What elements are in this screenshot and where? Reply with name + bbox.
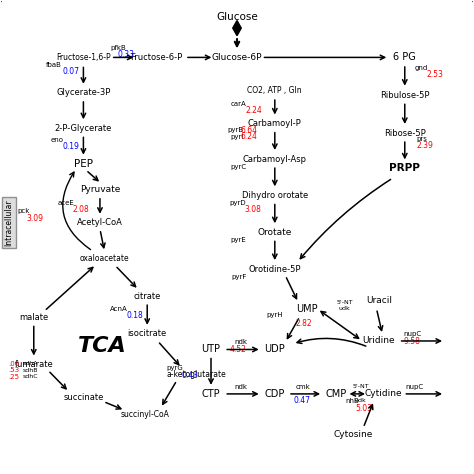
- Text: PEP: PEP: [74, 159, 93, 169]
- Text: Intracellular: Intracellular: [5, 200, 14, 246]
- Text: pyrI: pyrI: [230, 134, 244, 140]
- Text: 0.33: 0.33: [118, 50, 135, 59]
- Text: pck: pck: [17, 208, 29, 214]
- Text: nhB: nhB: [345, 398, 359, 404]
- Text: Ribose-5P: Ribose-5P: [384, 128, 426, 137]
- Text: sdhC: sdhC: [22, 374, 38, 379]
- Text: oxaloacetate: oxaloacetate: [80, 254, 129, 263]
- Text: UDP: UDP: [264, 345, 285, 355]
- Text: CDP: CDP: [264, 389, 285, 399]
- Text: CMP: CMP: [326, 389, 347, 399]
- Text: 0.43: 0.43: [181, 371, 198, 380]
- Text: Uridine: Uridine: [363, 337, 395, 346]
- Text: 2.39: 2.39: [417, 141, 433, 150]
- Text: nupC: nupC: [403, 331, 421, 337]
- Text: .25: .25: [8, 374, 19, 380]
- Text: aceE: aceE: [57, 200, 74, 206]
- Text: 0.19: 0.19: [62, 142, 79, 151]
- Text: 2-P-Glycerate: 2-P-Glycerate: [55, 124, 112, 133]
- Text: Carbamoyl-Asp: Carbamoyl-Asp: [243, 155, 307, 164]
- Text: .53: .53: [8, 367, 19, 374]
- Text: Dihydro orotate: Dihydro orotate: [242, 191, 308, 200]
- Text: 3.09: 3.09: [26, 214, 43, 223]
- Text: fbaB: fbaB: [46, 63, 62, 68]
- Text: eno: eno: [51, 137, 64, 143]
- Text: pyrE: pyrE: [231, 237, 246, 243]
- Text: 5'-NT: 5'-NT: [337, 300, 353, 305]
- Text: TCA: TCA: [78, 336, 127, 356]
- Text: Glycerate-3P: Glycerate-3P: [56, 88, 110, 97]
- Text: 2.82: 2.82: [296, 319, 312, 328]
- Text: malate: malate: [19, 313, 48, 322]
- Text: 0.18: 0.18: [127, 311, 143, 320]
- Text: Ribulose-5P: Ribulose-5P: [380, 91, 429, 100]
- Text: pfkB: pfkB: [110, 45, 126, 51]
- Text: fumarate: fumarate: [14, 360, 53, 369]
- Text: succinyl-CoA: succinyl-CoA: [120, 410, 169, 419]
- Text: 2.24: 2.24: [245, 106, 262, 115]
- Text: pyrF: pyrF: [231, 273, 246, 280]
- Text: udk: udk: [339, 306, 351, 311]
- Text: AcnA: AcnA: [109, 306, 128, 312]
- Text: pyrC: pyrC: [230, 164, 246, 170]
- Text: pyrB: pyrB: [228, 127, 244, 133]
- Text: 3.08: 3.08: [244, 205, 261, 214]
- Text: Glucose-6P: Glucose-6P: [212, 53, 262, 62]
- Text: citrate: citrate: [134, 292, 161, 301]
- Text: .06: .06: [8, 361, 19, 367]
- Text: 0.07: 0.07: [62, 67, 79, 76]
- Text: nupC: nupC: [405, 384, 423, 390]
- Text: 4.52: 4.52: [229, 345, 246, 354]
- Polygon shape: [233, 20, 241, 36]
- Text: Acetyl-CoA: Acetyl-CoA: [77, 219, 123, 228]
- Text: Fructose-1,6-P: Fructose-1,6-P: [56, 53, 111, 62]
- Text: CO2, ATP , Gln: CO2, ATP , Gln: [247, 86, 302, 95]
- Text: Orotate: Orotate: [258, 228, 292, 237]
- Text: sdhA: sdhA: [22, 361, 38, 366]
- Text: 2.08: 2.08: [73, 205, 90, 214]
- Text: Pyruvate: Pyruvate: [80, 185, 120, 194]
- Text: UTP: UTP: [201, 345, 220, 355]
- Text: cmk: cmk: [296, 384, 310, 390]
- Text: PRPP: PRPP: [389, 164, 420, 173]
- Text: ndk: ndk: [234, 339, 247, 346]
- Text: CTP: CTP: [202, 389, 220, 399]
- Text: sdhB: sdhB: [22, 368, 38, 373]
- Text: Fructose-6-P: Fructose-6-P: [130, 53, 183, 62]
- Text: 5'-NT: 5'-NT: [353, 384, 369, 389]
- Text: Cytidine: Cytidine: [365, 390, 402, 399]
- Text: Cytosine: Cytosine: [333, 430, 373, 439]
- Text: a-ketoglutarate: a-ketoglutarate: [167, 370, 227, 379]
- Text: 6.64: 6.64: [241, 126, 258, 135]
- Text: 2.53: 2.53: [426, 71, 443, 79]
- Text: 6.24: 6.24: [241, 132, 258, 141]
- Text: ndk: ndk: [234, 384, 247, 390]
- Text: isocitrate: isocitrate: [128, 329, 167, 338]
- Text: pyrD: pyrD: [230, 200, 246, 206]
- Text: gnd: gnd: [414, 65, 428, 71]
- Text: prs: prs: [417, 136, 428, 142]
- Text: carA: carA: [231, 100, 246, 107]
- Text: UMP: UMP: [296, 304, 318, 314]
- Text: pyrH: pyrH: [267, 311, 283, 318]
- Text: Uracil: Uracil: [366, 296, 392, 305]
- Text: 6 PG: 6 PG: [393, 53, 416, 63]
- Text: Glucose: Glucose: [216, 12, 258, 22]
- Text: 9.58: 9.58: [403, 337, 420, 346]
- Text: succinate: succinate: [63, 393, 104, 402]
- Text: pyrG: pyrG: [166, 365, 182, 372]
- Text: udk: udk: [355, 399, 367, 403]
- Text: 0.47: 0.47: [294, 396, 311, 405]
- Text: Orotidine-5P: Orotidine-5P: [248, 264, 301, 273]
- Text: Carbamoyl-P: Carbamoyl-P: [248, 119, 301, 128]
- Text: 5.03: 5.03: [355, 403, 372, 412]
